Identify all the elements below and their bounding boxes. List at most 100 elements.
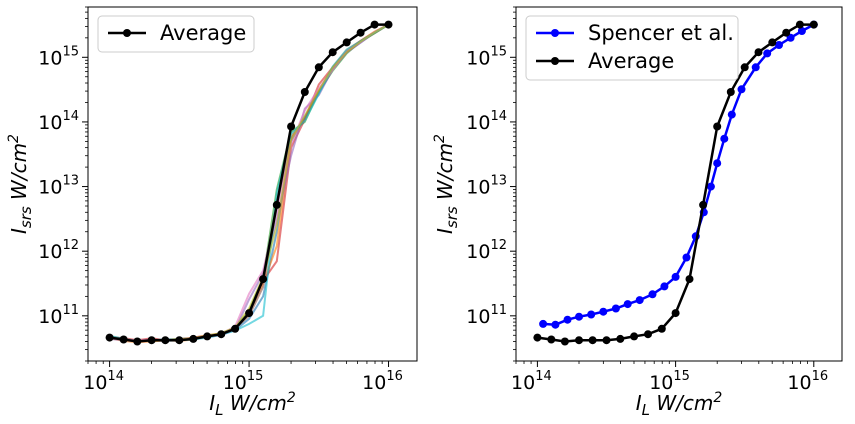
y-axis-title-subscript: srs bbox=[17, 206, 35, 228]
data-point bbox=[644, 330, 652, 339]
y-tick-base: 10 bbox=[466, 112, 490, 134]
data-point bbox=[685, 275, 694, 284]
y-tick-exponent: 12 bbox=[62, 238, 79, 253]
data-point bbox=[272, 200, 281, 209]
data-point bbox=[635, 296, 644, 305]
y-axis-title-units: W/cm bbox=[7, 143, 31, 206]
y-tick-label: 1015 bbox=[466, 44, 507, 69]
data-point bbox=[356, 28, 365, 37]
x-tick-label: 1016 bbox=[362, 369, 403, 394]
x-axis-title-superscript: 2 bbox=[287, 390, 296, 406]
data-point bbox=[768, 38, 777, 47]
x-axis-title-superscript: 2 bbox=[713, 390, 722, 406]
data-point bbox=[671, 309, 680, 318]
x-tick-label: 1016 bbox=[787, 369, 828, 394]
x-tick-exponent: 14 bbox=[535, 369, 552, 384]
legend-swatch-marker bbox=[551, 29, 559, 37]
data-point bbox=[616, 334, 625, 343]
data-point bbox=[797, 27, 806, 35]
data-point bbox=[539, 319, 548, 328]
data-point bbox=[727, 110, 736, 119]
legend-box bbox=[525, 15, 739, 81]
x-axis-title-units: W/cm bbox=[223, 391, 286, 415]
data-point bbox=[737, 85, 746, 94]
x-tick-label: 1015 bbox=[649, 369, 690, 394]
y-tick-base: 10 bbox=[466, 306, 490, 328]
y-tick-exponent: 11 bbox=[62, 303, 79, 318]
legend: Average bbox=[97, 15, 255, 53]
y-tick-base: 10 bbox=[38, 112, 62, 134]
x-axis-title-base: I bbox=[636, 391, 642, 415]
x-tick-exponent: 16 bbox=[386, 369, 403, 384]
y-tick-label: 1012 bbox=[38, 238, 79, 263]
run-line-7 bbox=[109, 23, 389, 342]
data-point bbox=[726, 88, 735, 96]
x-tick-label: 1014 bbox=[511, 369, 552, 394]
data-point bbox=[720, 134, 729, 143]
data-point bbox=[587, 310, 596, 319]
y-axis-title-base: I bbox=[433, 228, 457, 234]
data-point bbox=[751, 63, 760, 72]
legend-swatch-marker bbox=[551, 57, 559, 65]
data-point bbox=[602, 336, 611, 345]
data-point bbox=[809, 20, 818, 29]
x-axis-title: IL W/cm2 bbox=[636, 390, 723, 419]
data-point bbox=[217, 330, 226, 339]
data-point bbox=[795, 20, 804, 29]
y-tick-base: 10 bbox=[466, 47, 490, 69]
data-point bbox=[189, 334, 198, 343]
y-axis-title: Isrs W/cm2 bbox=[6, 134, 35, 234]
y-tick-base: 10 bbox=[466, 241, 490, 263]
data-point bbox=[623, 300, 632, 309]
x-axis-title-base: I bbox=[209, 391, 215, 415]
y-axis-title-subscript: srs bbox=[443, 206, 461, 228]
legend-label: Spencer et al. bbox=[588, 21, 734, 45]
data-point bbox=[384, 20, 393, 29]
y-tick-label: 1013 bbox=[466, 174, 507, 199]
y-tick-exponent: 14 bbox=[62, 109, 79, 124]
data-point bbox=[175, 336, 184, 345]
x-tick-exponent: 15 bbox=[673, 369, 690, 384]
x-tick-exponent: 14 bbox=[107, 369, 124, 384]
y-axis-title-superscript: 2 bbox=[6, 134, 22, 143]
data-point bbox=[147, 336, 156, 345]
data-point bbox=[370, 20, 379, 29]
y-axis-title-units: W/cm bbox=[433, 143, 457, 206]
legend-label: Average bbox=[160, 21, 246, 45]
data-point bbox=[575, 312, 583, 321]
data-point bbox=[699, 200, 708, 209]
data-point bbox=[551, 320, 560, 329]
data-point bbox=[775, 41, 783, 49]
plot-area bbox=[105, 20, 393, 346]
data-point bbox=[648, 290, 657, 299]
data-point bbox=[713, 159, 722, 168]
y-tick-exponent: 11 bbox=[490, 303, 507, 318]
legend-label: Average bbox=[588, 49, 674, 73]
plot-area bbox=[533, 20, 818, 346]
data-point bbox=[713, 122, 722, 131]
y-tick-exponent: 15 bbox=[490, 44, 507, 59]
data-point bbox=[133, 337, 142, 346]
y-tick-label: 1012 bbox=[466, 238, 507, 263]
axes-frame bbox=[87, 6, 418, 362]
data-point bbox=[259, 275, 268, 284]
y-axis-title-base: I bbox=[7, 228, 31, 234]
x-axis-title-subscript: L bbox=[215, 401, 223, 419]
data-point bbox=[611, 304, 620, 313]
data-point bbox=[119, 335, 128, 344]
x-tick-base: 10 bbox=[223, 372, 247, 394]
x-tick-base: 10 bbox=[649, 372, 673, 394]
data-point bbox=[706, 182, 715, 191]
y-tick-exponent: 15 bbox=[62, 44, 79, 59]
y-tick-base: 10 bbox=[38, 177, 62, 199]
y-tick-base: 10 bbox=[466, 177, 490, 199]
y-tick-exponent: 14 bbox=[490, 109, 507, 124]
y-tick-base: 10 bbox=[38, 306, 62, 328]
data-point bbox=[314, 63, 323, 72]
y-tick-label: 1014 bbox=[466, 109, 507, 134]
y-tick-base: 10 bbox=[38, 47, 62, 69]
x-tick-label: 1015 bbox=[223, 369, 264, 394]
data-point bbox=[203, 332, 212, 341]
data-point bbox=[599, 307, 608, 316]
